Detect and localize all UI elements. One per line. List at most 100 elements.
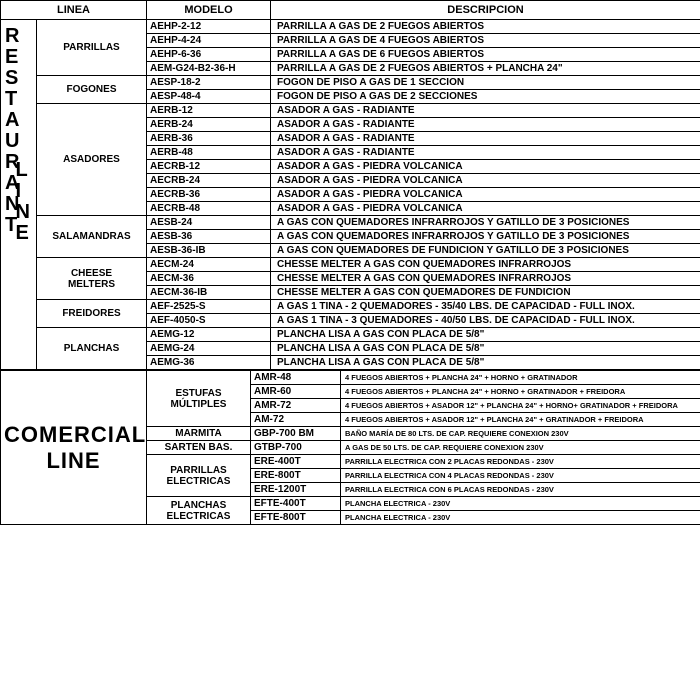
- model-cell: GTBP-700: [251, 441, 341, 455]
- restaurant-line-label: RESTAURANTLINE: [1, 20, 37, 370]
- category-label: PLANCHAS ELECTRICAS: [147, 497, 251, 525]
- category-label: SALAMANDRAS: [37, 216, 147, 258]
- description-cell: PARRILLA A GAS DE 2 FUEGOS ABIERTOS: [271, 20, 700, 34]
- description-cell: A GAS CON QUEMADORES INFRARROJOS Y GATIL…: [271, 216, 700, 230]
- table-row: PLANCHASAEMG-12PLANCHA LISA A GAS CON PL…: [1, 328, 700, 342]
- model-cell: AESB-36-IB: [147, 244, 271, 258]
- category-label: PLANCHAS: [37, 328, 147, 370]
- header-modelo: MODELO: [147, 1, 271, 20]
- table-row: CHEESEMELTERSAECM-24CHESSE MELTER A GAS …: [1, 258, 700, 272]
- table-row: RESTAURANTLINEPARRILLASAEHP-2-12PARRILLA…: [1, 20, 700, 34]
- description-cell: FOGON DE PISO A GAS DE 1 SECCION: [271, 76, 700, 90]
- description-cell: PARRILLA ELECTRICA CON 4 PLACAS REDONDAS…: [341, 469, 700, 483]
- model-cell: AEF-2525-S: [147, 300, 271, 314]
- description-cell: ASADOR A GAS - RADIANTE: [271, 132, 700, 146]
- header-linea: LINEA: [1, 1, 147, 20]
- description-cell: PLANCHA LISA A GAS CON PLACA DE 5/8": [271, 342, 700, 356]
- model-cell: ERE-400T: [251, 455, 341, 469]
- model-cell: AESP-48-4: [147, 90, 271, 104]
- model-cell: AECM-24: [147, 258, 271, 272]
- description-cell: 4 FUEGOS ABIERTOS + ASADOR 12" + PLANCHA…: [341, 413, 700, 427]
- model-cell: AEHP-6-36: [147, 48, 271, 62]
- description-cell: ASADOR A GAS - PIEDRA VOLCANICA: [271, 188, 700, 202]
- model-cell: AMR-72: [251, 399, 341, 413]
- table-row: COMERCIALLINEESTUFAS MÚLTIPLESAMR-484 FU…: [1, 371, 700, 385]
- comercial-line-label: COMERCIALLINE: [1, 371, 147, 525]
- model-cell: AMR-60: [251, 385, 341, 399]
- description-cell: PARRILLA A GAS DE 6 FUEGOS ABIERTOS: [271, 48, 700, 62]
- description-cell: ASADOR A GAS - PIEDRA VOLCANICA: [271, 160, 700, 174]
- model-cell: ERE-1200T: [251, 483, 341, 497]
- description-cell: PARRILLA ELECTRICA CON 6 PLACAS REDONDAS…: [341, 483, 700, 497]
- header-descripcion: DESCRIPCION: [271, 1, 700, 20]
- model-cell: GBP-700 BM: [251, 427, 341, 441]
- model-cell: AERB-24: [147, 118, 271, 132]
- category-label: SARTEN BAS.: [147, 441, 251, 455]
- description-cell: A GAS 1 TINA - 3 QUEMADORES - 40/50 LBS.…: [271, 314, 700, 328]
- description-cell: ASADOR A GAS - RADIANTE: [271, 146, 700, 160]
- model-cell: AESB-36: [147, 230, 271, 244]
- category-label: PARRILLAS ELECTRICAS: [147, 455, 251, 497]
- model-cell: AECM-36-IB: [147, 286, 271, 300]
- model-cell: ERE-800T: [251, 469, 341, 483]
- model-cell: AECRB-36: [147, 188, 271, 202]
- model-cell: AEMG-36: [147, 356, 271, 370]
- model-cell: AECM-36: [147, 272, 271, 286]
- model-cell: AEHP-2-12: [147, 20, 271, 34]
- description-cell: A GAS CON QUEMADORES DE FUNDICION Y GATI…: [271, 244, 700, 258]
- model-cell: AECRB-12: [147, 160, 271, 174]
- model-cell: AEMG-24: [147, 342, 271, 356]
- category-label: CHEESEMELTERS: [37, 258, 147, 300]
- category-label: ESTUFAS MÚLTIPLES: [147, 371, 251, 427]
- category-label: ASADORES: [37, 104, 147, 216]
- description-cell: A GAS DE 50 LTS. DE CAP. REQUIERE CONEXI…: [341, 441, 700, 455]
- table-row: FREIDORESAEF-2525-SA GAS 1 TINA - 2 QUEM…: [1, 300, 700, 314]
- description-cell: ASADOR A GAS - PIEDRA VOLCANICA: [271, 202, 700, 216]
- model-cell: AERB-48: [147, 146, 271, 160]
- model-cell: AERB-12: [147, 104, 271, 118]
- model-cell: AEHP-4-24: [147, 34, 271, 48]
- model-cell: AEM-G24-B2-36-H: [147, 62, 271, 76]
- description-cell: A GAS CON QUEMADORES INFRARROJOS Y GATIL…: [271, 230, 700, 244]
- model-cell: AECRB-48: [147, 202, 271, 216]
- table-header-row: LINEA MODELO DESCRIPCION: [1, 1, 700, 20]
- description-cell: ASADOR A GAS - RADIANTE: [271, 118, 700, 132]
- model-cell: AMR-48: [251, 371, 341, 385]
- description-cell: PLANCHA LISA A GAS CON PLACA DE 5/8": [271, 356, 700, 370]
- model-cell: AERB-36: [147, 132, 271, 146]
- model-cell: AESP-18-2: [147, 76, 271, 90]
- table-row: SALAMANDRASAESB-24A GAS CON QUEMADORES I…: [1, 216, 700, 230]
- model-cell: EFTE-400T: [251, 497, 341, 511]
- model-cell: AM-72: [251, 413, 341, 427]
- model-cell: AEF-4050-S: [147, 314, 271, 328]
- model-cell: AEMG-12: [147, 328, 271, 342]
- description-cell: ASADOR A GAS - RADIANTE: [271, 104, 700, 118]
- table-row: ASADORESAERB-12ASADOR A GAS - RADIANTE: [1, 104, 700, 118]
- category-label: FOGONES: [37, 76, 147, 104]
- description-cell: PLANCHA ELECTRICA - 230V: [341, 511, 700, 525]
- product-table-comercial: COMERCIALLINEESTUFAS MÚLTIPLESAMR-484 FU…: [0, 370, 700, 525]
- description-cell: 4 FUEGOS ABIERTOS + ASADOR 12" + PLANCHA…: [341, 399, 700, 413]
- category-label: FREIDORES: [37, 300, 147, 328]
- description-cell: PARRILLA A GAS DE 4 FUEGOS ABIERTOS: [271, 34, 700, 48]
- product-table: LINEA MODELO DESCRIPCION RESTAURANTLINEP…: [0, 0, 700, 370]
- description-cell: CHESSE MELTER A GAS CON QUEMADORES INFRA…: [271, 258, 700, 272]
- category-label: PARRILLAS: [37, 20, 147, 76]
- description-cell: BAÑO MARÍA DE 80 LTS. DE CAP. REQUIERE C…: [341, 427, 700, 441]
- model-cell: AECRB-24: [147, 174, 271, 188]
- description-cell: 4 FUEGOS ABIERTOS + PLANCHA 24" + HORNO …: [341, 385, 700, 399]
- category-label: MARMITA: [147, 427, 251, 441]
- description-cell: ASADOR A GAS - PIEDRA VOLCANICA: [271, 174, 700, 188]
- description-cell: FOGON DE PISO A GAS DE 2 SECCIONES: [271, 90, 700, 104]
- description-cell: CHESSE MELTER A GAS CON QUEMADORES INFRA…: [271, 272, 700, 286]
- description-cell: PLANCHA ELECTRICA - 230V: [341, 497, 700, 511]
- description-cell: PARRILLA ELECTRICA CON 2 PLACAS REDONDAS…: [341, 455, 700, 469]
- description-cell: PARRILLA A GAS DE 2 FUEGOS ABIERTOS + PL…: [271, 62, 700, 76]
- description-cell: CHESSE MELTER A GAS CON QUEMADORES DE FU…: [271, 286, 700, 300]
- model-cell: AESB-24: [147, 216, 271, 230]
- description-cell: 4 FUEGOS ABIERTOS + PLANCHA 24" + HORNO …: [341, 371, 700, 385]
- description-cell: A GAS 1 TINA - 2 QUEMADORES - 35/40 LBS.…: [271, 300, 700, 314]
- table-row: FOGONESAESP-18-2FOGON DE PISO A GAS DE 1…: [1, 76, 700, 90]
- description-cell: PLANCHA LISA A GAS CON PLACA DE 5/8": [271, 328, 700, 342]
- model-cell: EFTE-800T: [251, 511, 341, 525]
